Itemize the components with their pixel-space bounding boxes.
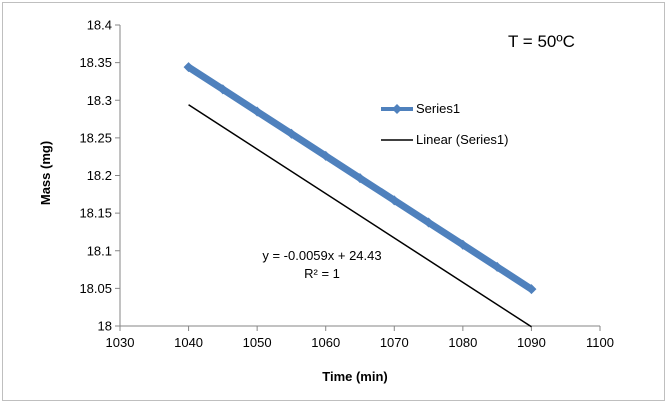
x-tick-label: 1070 bbox=[380, 335, 409, 350]
legend-series1-marker bbox=[392, 104, 402, 114]
data-point bbox=[492, 261, 503, 272]
r-squared-label: R² = 1 bbox=[304, 266, 340, 281]
x-tick-label: 1040 bbox=[174, 335, 203, 350]
x-axis-ticks: 1030 1040 1050 1060 1070 1080 1090 1100 bbox=[106, 326, 614, 350]
trendline-layer bbox=[188, 104, 532, 328]
y-tick-label: 18.25 bbox=[79, 130, 112, 145]
data-point bbox=[252, 106, 263, 117]
data-point bbox=[183, 62, 194, 73]
y-axis-ticks: 18 18.05 18.1 18.15 18.2 18.25 18.3 18.35 18.4 bbox=[79, 18, 120, 334]
x-tick-label: 1090 bbox=[517, 335, 546, 350]
x-tick-label: 1060 bbox=[311, 335, 340, 350]
x-tick-label: 1030 bbox=[106, 335, 135, 350]
data-point bbox=[217, 84, 228, 95]
data-point bbox=[320, 150, 331, 161]
y-tick-label: 18.15 bbox=[79, 206, 112, 221]
data-point bbox=[355, 173, 365, 184]
temperature-label: T = 50ºC bbox=[508, 32, 575, 51]
legend-trendline-label: Linear (Series1) bbox=[416, 132, 509, 147]
y-tick-label: 18.4 bbox=[87, 18, 112, 33]
y-tick-label: 18.2 bbox=[87, 168, 112, 183]
y-tick-label: 18.1 bbox=[87, 243, 112, 258]
x-axis-title: Time (min) bbox=[322, 369, 388, 384]
legend-series1-label: Series1 bbox=[416, 101, 460, 116]
data-point bbox=[389, 195, 400, 206]
y-tick-label: 18 bbox=[98, 319, 112, 334]
data-point bbox=[526, 284, 537, 295]
x-tick-label: 1100 bbox=[586, 335, 614, 350]
data-point bbox=[286, 128, 297, 139]
y-axis-title: Mass (mg) bbox=[38, 141, 53, 205]
y-tick-label: 18.35 bbox=[79, 55, 112, 70]
data-point bbox=[423, 217, 434, 228]
x-tick-label: 1050 bbox=[243, 335, 272, 350]
series-layer bbox=[183, 62, 537, 295]
y-tick-label: 18.05 bbox=[79, 281, 112, 296]
y-tick-label: 18.3 bbox=[87, 93, 112, 108]
x-tick-label: 1080 bbox=[448, 335, 477, 350]
legend: Series1 Linear (Series1) bbox=[381, 101, 509, 147]
trendline-equation: y = -0.0059x + 24.43 bbox=[262, 248, 381, 263]
data-point bbox=[457, 239, 468, 250]
linear-trendline bbox=[188, 104, 532, 328]
